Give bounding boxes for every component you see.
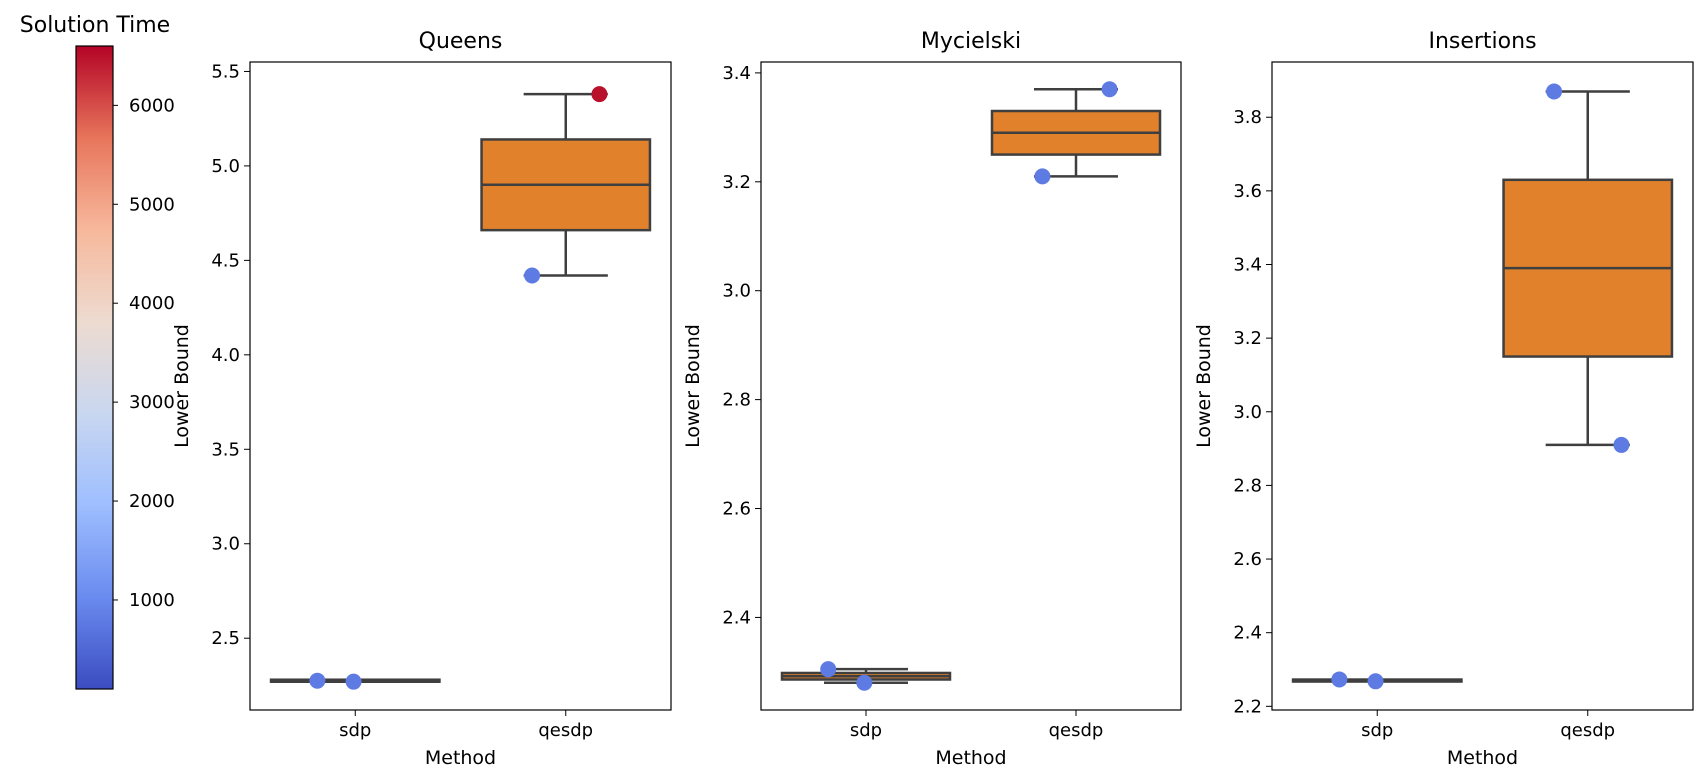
colorbar-tick-label: 6000	[129, 95, 175, 116]
panels: Queens 2.5 3.0 3.5 4.0 4.5 5.0 5.5 sdp qesdp Metho…	[171, 29, 1694, 769]
y-tick-label: 2.4	[722, 607, 751, 628]
data-point	[820, 661, 837, 678]
panel-title: Queens	[419, 29, 503, 54]
x-tick-label: sdp	[339, 720, 371, 741]
x-axis-label: Method	[935, 747, 1006, 769]
data-point	[591, 86, 608, 103]
x-tick-label: qesdp	[1049, 720, 1104, 741]
panel-insertions: Insertions 2.2 2.4 2.6 2.8 3.0 3.2 3.4 3.6 3.8 sdp…	[1193, 29, 1694, 769]
y-tick-label: 5.0	[211, 156, 240, 177]
x-tick-label: qesdp	[538, 720, 593, 741]
y-tick-label: 2.6	[1233, 549, 1262, 570]
x-tick-label: qesdp	[1560, 720, 1615, 741]
y-tick-label: 3.0	[211, 534, 240, 555]
data-point	[856, 674, 873, 691]
panel-title: Mycielski	[921, 29, 1021, 54]
x-tick-label: sdp	[850, 720, 882, 741]
box-qesdp	[480, 92, 652, 277]
y-tick-label: 2.2	[1233, 696, 1262, 717]
plot-frame	[760, 61, 1182, 711]
colorbar-tick-label: 1000	[129, 590, 175, 611]
y-tick-label: 5.5	[211, 61, 240, 82]
colorbar-tick-label: 3000	[129, 392, 175, 413]
y-tick-label: 3.6	[1233, 181, 1262, 202]
box-qesdp	[1502, 90, 1674, 447]
x-tick-label: sdp	[1361, 720, 1393, 741]
colorbar-tick-label: 2000	[129, 491, 175, 512]
y-tick-label: 3.8	[1233, 107, 1262, 128]
y-tick-label: 2.8	[1233, 475, 1262, 496]
colorbar: Solution Time 1000 2000 3000 4000 5000 6000	[20, 13, 175, 690]
y-tick-label: 3.2	[1233, 328, 1262, 349]
data-point	[524, 267, 541, 284]
box-qesdp	[990, 87, 1162, 178]
colorbar-tick-label: 5000	[129, 194, 175, 215]
data-point	[1613, 436, 1630, 453]
y-tick-label: 3.0	[1233, 402, 1262, 423]
y-tick-label: 2.4	[1233, 623, 1262, 644]
panel-mycielski: Mycielski 2.4 2.6 2.8 3.0 3.2 3.4 sdp qesdp Metho…	[682, 29, 1182, 769]
data-point	[309, 672, 326, 689]
y-tick-label: 4.5	[211, 250, 240, 271]
y-tick-label: 2.6	[722, 499, 751, 520]
x-axis-label: Method	[425, 747, 496, 769]
y-tick-label: 3.4	[1233, 255, 1262, 276]
colorbar-tick-label: 4000	[129, 293, 175, 314]
y-axis-label: Lower Bound	[682, 324, 704, 448]
panel-queens: Queens 2.5 3.0 3.5 4.0 4.5 5.0 5.5 sdp qesdp Metho…	[171, 29, 672, 769]
data-point	[1367, 673, 1384, 690]
y-tick-label: 3.0	[722, 281, 751, 302]
y-tick-label: 2.5	[211, 628, 240, 649]
colorbar-gradient	[75, 45, 114, 690]
data-point	[1101, 81, 1118, 98]
y-tick-label: 4.0	[211, 345, 240, 366]
y-tick-label: 3.2	[722, 172, 751, 193]
plot-frame	[249, 61, 672, 711]
data-point	[1331, 671, 1348, 688]
y-tick-label: 3.5	[211, 439, 240, 460]
data-point	[1034, 168, 1051, 185]
data-point	[345, 673, 362, 690]
y-axis-label: Lower Bound	[1193, 324, 1215, 448]
data-point	[1546, 83, 1563, 100]
y-tick-label: 2.8	[722, 390, 751, 411]
plot-frame	[1271, 61, 1694, 711]
y-axis-label: Lower Bound	[171, 324, 193, 448]
colorbar-ticks: 1000 2000 3000 4000 5000 6000	[113, 95, 175, 611]
x-axis-label: Method	[1447, 747, 1518, 769]
y-tick-label: 3.4	[722, 63, 751, 84]
colorbar-title: Solution Time	[20, 13, 170, 38]
panel-title: Insertions	[1428, 29, 1536, 54]
